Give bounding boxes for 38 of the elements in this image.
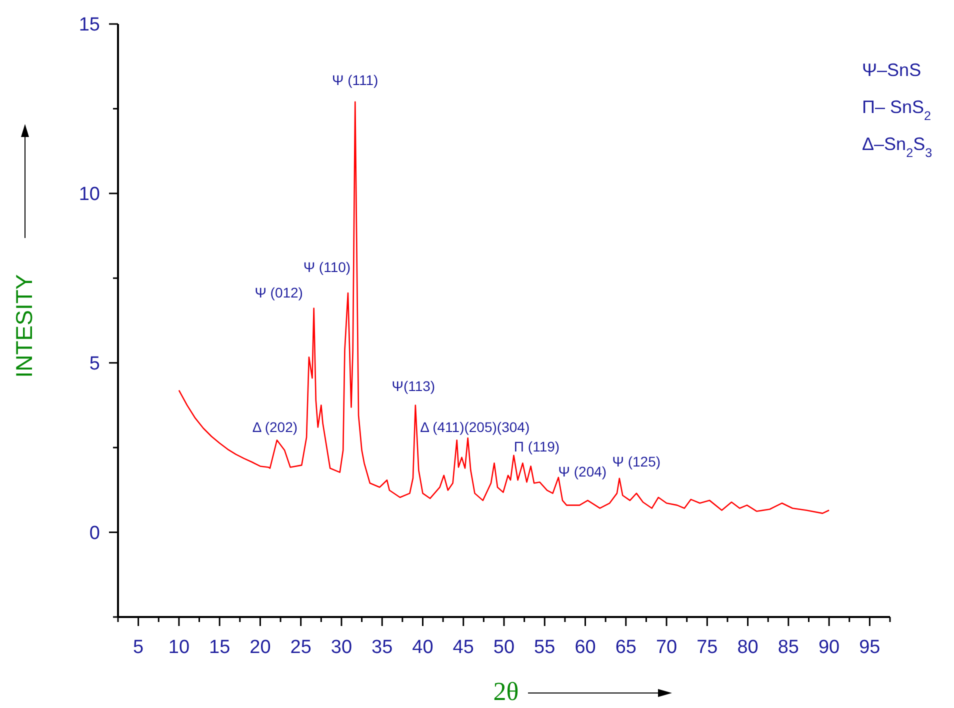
y-axis-title: INTESITY — [11, 274, 37, 378]
x-tick-label: 60 — [574, 637, 596, 658]
x-tick-label: 50 — [493, 637, 515, 658]
x-tick-label: 20 — [250, 637, 271, 658]
x-tick-label: 55 — [534, 637, 556, 658]
x-tick-label: 35 — [372, 637, 393, 658]
y-tick-label: 10 — [78, 184, 100, 206]
x-tick-label: 5 — [133, 637, 144, 658]
x-tick-label: 15 — [209, 637, 230, 658]
x-tick-label: 45 — [452, 637, 474, 658]
x-tick-label: 80 — [737, 637, 758, 658]
y-tick-label: 5 — [89, 354, 100, 375]
x-tick-label: 95 — [859, 637, 880, 658]
x-tick-label: 25 — [290, 637, 312, 658]
annotation: Ψ (125) — [612, 453, 661, 470]
annotation: Π (119) — [514, 438, 560, 454]
annotation: Δ (202) — [252, 419, 298, 436]
x-tick-label: 10 — [168, 637, 190, 658]
x-tick-label: 70 — [656, 637, 678, 658]
annotation: Ψ (110) — [303, 259, 351, 276]
x-tick-label: 90 — [818, 637, 840, 658]
annotation: Δ (411)(205)(304) — [420, 419, 530, 436]
annotation: Ψ (204) — [558, 463, 607, 480]
x-tick-label: 65 — [615, 637, 636, 658]
y-tick-label: 15 — [78, 14, 100, 36]
annotation: Δ–Sn$_{2}$S$_{3}$ — [862, 134, 932, 160]
annotation: Ψ–SnS — [862, 60, 922, 80]
annotation: Ψ (111) — [332, 72, 378, 88]
annotation: Ψ (012) — [254, 284, 303, 300]
x-axis-title: 2θ — [493, 677, 519, 706]
x-tick-label: 85 — [778, 637, 799, 658]
line-series — [178, 101, 830, 514]
annotation: Ψ(113) — [392, 378, 436, 394]
x-tick-label: 30 — [330, 637, 352, 658]
x-tick-label: 40 — [412, 637, 434, 658]
y-tick-label: 0 — [89, 522, 100, 544]
annotation: Π– SnS$_{2}$ — [862, 97, 932, 123]
x-tick-label: 75 — [696, 637, 718, 658]
